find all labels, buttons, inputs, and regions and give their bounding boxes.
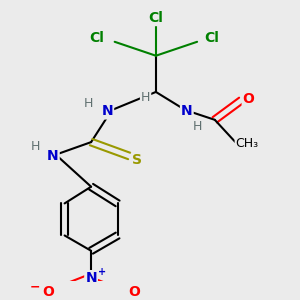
Text: N: N — [181, 104, 193, 118]
Text: H: H — [192, 120, 202, 133]
Text: Cl: Cl — [148, 11, 163, 25]
Text: O: O — [128, 285, 140, 299]
Text: S: S — [132, 153, 142, 167]
Text: N: N — [47, 149, 58, 163]
Text: H: H — [141, 91, 150, 104]
Text: O: O — [43, 285, 54, 299]
Text: O: O — [243, 92, 255, 106]
Text: −: − — [30, 280, 40, 293]
Text: N: N — [85, 271, 97, 285]
Text: H: H — [83, 97, 93, 110]
Text: Cl: Cl — [90, 31, 104, 45]
Text: N: N — [101, 104, 113, 118]
Text: H: H — [31, 140, 40, 153]
Text: CH₃: CH₃ — [236, 137, 259, 150]
Text: Cl: Cl — [204, 31, 219, 45]
Text: +: + — [98, 267, 106, 277]
